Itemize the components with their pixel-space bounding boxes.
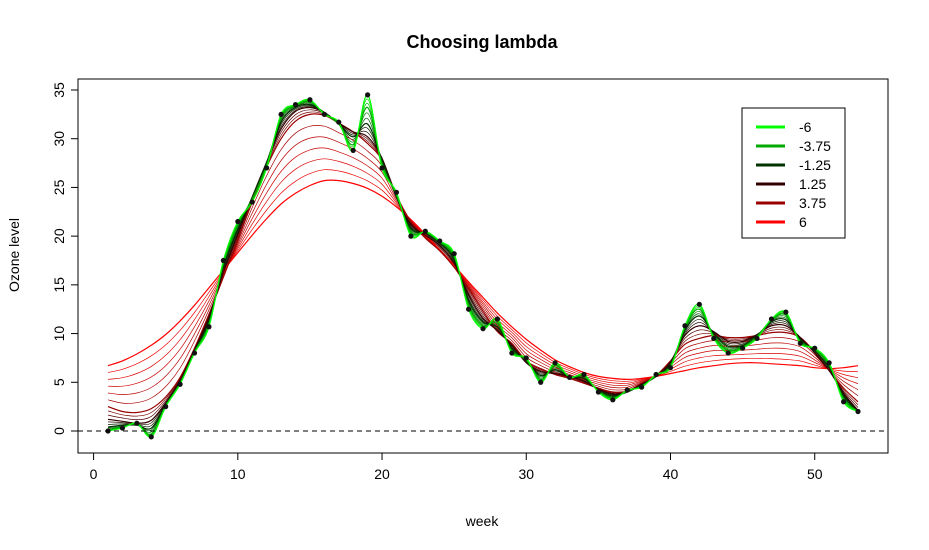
y-tick-label: 25 [51, 179, 67, 195]
data-point [855, 408, 861, 415]
data-point [451, 251, 457, 257]
intermediate-curve [107, 158, 859, 384]
legend-label: 6 [799, 214, 807, 230]
legend-label: -3.75 [799, 138, 831, 154]
y-tick-label: 10 [51, 326, 67, 342]
x-tick-label: 50 [807, 466, 823, 482]
data-point [206, 324, 212, 330]
x-tick-label: 40 [663, 466, 679, 482]
y-tick-label: 15 [51, 277, 67, 293]
y-tick-label: 35 [51, 82, 67, 98]
legend-label: -1.25 [799, 157, 831, 173]
data-point [365, 92, 371, 98]
data-point [711, 335, 717, 342]
data-point [696, 301, 702, 307]
legend-label: 3.75 [799, 195, 826, 211]
data-point [264, 165, 270, 171]
legend-label: 1.25 [799, 176, 826, 192]
data-point [480, 326, 486, 332]
intermediate-curve [107, 111, 859, 417]
intermediate-curve [107, 102, 859, 433]
data-point [177, 381, 183, 387]
x-tick-label: 0 [90, 466, 98, 482]
data-point [667, 365, 674, 371]
data-point [163, 404, 169, 410]
x-tick-label: 30 [518, 466, 534, 482]
data-point [552, 360, 558, 366]
data-point [509, 350, 515, 356]
y-tick-label: 5 [51, 378, 67, 386]
legend-box [741, 107, 846, 239]
data-point [523, 355, 529, 361]
series-line--1.25 [107, 103, 859, 430]
data-point [840, 399, 847, 405]
data-point [595, 389, 601, 395]
data-point [465, 306, 472, 312]
data-point [336, 119, 342, 125]
data-point [581, 371, 587, 378]
data-point [235, 218, 241, 225]
x-axis: 0 10 20 30 40 50 [90, 452, 823, 482]
series-layer [107, 94, 859, 438]
data-point [653, 371, 659, 378]
data-point [826, 360, 832, 366]
legend-label: -6 [799, 119, 812, 135]
intermediate-curve [107, 106, 859, 426]
intermediate-curve [107, 136, 859, 395]
chart-title: Choosing lambda [406, 32, 558, 52]
data-point [134, 420, 140, 426]
data-point [566, 374, 573, 381]
x-axis-label: week [465, 513, 500, 529]
data-point [321, 111, 327, 117]
data-point [783, 309, 789, 315]
data-point [639, 384, 645, 390]
data-point [610, 397, 616, 403]
data-point [538, 379, 544, 385]
x-tick-label: 10 [230, 466, 246, 482]
data-point [682, 323, 688, 329]
y-axis-label: Ozone level [6, 218, 22, 292]
series-line-3.75 [107, 113, 859, 414]
data-point [278, 111, 284, 117]
data-point [191, 350, 198, 356]
data-point [754, 335, 760, 342]
intermediate-curve [107, 169, 859, 382]
data-point [393, 189, 400, 195]
legend: -6 -3.75 -1.25 1.25 3.75 6 [741, 107, 846, 239]
y-tick-label: 20 [51, 228, 67, 244]
data-point [812, 345, 818, 351]
points-layer [105, 92, 861, 440]
x-tick-label: 20 [374, 466, 390, 482]
data-point [797, 340, 803, 346]
data-point [725, 350, 731, 356]
y-tick-label: 0 [51, 427, 67, 435]
data-point [148, 434, 154, 440]
data-point [249, 199, 255, 205]
data-point [437, 238, 443, 244]
data-point [494, 316, 501, 322]
intermediate-curve [107, 109, 859, 421]
data-point [379, 165, 385, 171]
y-axis: 0 5 10 15 20 25 30 35 [51, 82, 79, 435]
data-point [292, 102, 299, 108]
intermediate-curves [107, 98, 859, 437]
series-line-1.25 [107, 106, 859, 424]
data-point [408, 233, 414, 239]
series-line--3.75 [107, 100, 859, 435]
data-point [220, 257, 226, 264]
intermediate-curve [107, 102, 859, 432]
data-point [624, 387, 630, 393]
data-point [768, 316, 775, 322]
data-point [350, 147, 356, 154]
data-point [740, 345, 746, 351]
data-point [307, 97, 313, 103]
intermediate-curve [107, 105, 859, 428]
series-line-6 [107, 179, 859, 381]
data-point [422, 228, 428, 234]
y-tick-label: 30 [51, 131, 67, 147]
data-point [119, 425, 126, 431]
